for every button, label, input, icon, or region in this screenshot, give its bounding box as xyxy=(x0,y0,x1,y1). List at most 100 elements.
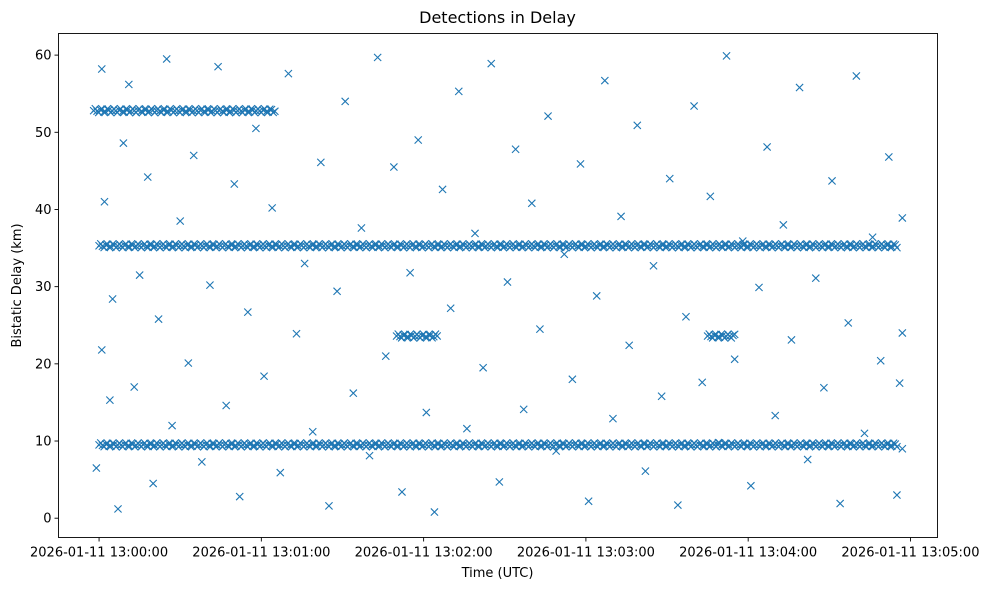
data-point xyxy=(535,325,544,334)
data-point xyxy=(636,441,644,450)
data-point xyxy=(245,240,254,249)
data-point xyxy=(568,375,577,384)
data-point xyxy=(828,176,837,185)
y-tick-label: 30 xyxy=(35,280,52,295)
data-point xyxy=(636,242,644,251)
data-point xyxy=(240,105,249,114)
data-point xyxy=(162,54,171,63)
data-point xyxy=(801,240,810,249)
data-point xyxy=(730,355,739,364)
data-point xyxy=(124,80,133,89)
data-point xyxy=(108,295,117,303)
data-point xyxy=(96,105,105,114)
data-point xyxy=(884,153,893,161)
data-point xyxy=(184,359,193,368)
data-point xyxy=(389,439,398,448)
plot-frame xyxy=(58,33,938,538)
data-point xyxy=(608,414,617,423)
data-point xyxy=(430,508,439,517)
data-point xyxy=(633,121,642,130)
data-point xyxy=(495,477,504,486)
data-point xyxy=(576,159,585,168)
data-point xyxy=(101,240,110,249)
data-point xyxy=(868,233,877,242)
data-point xyxy=(779,220,788,229)
data-point xyxy=(898,328,907,337)
x-axis: 2026-01-11 13:00:00 2026-01-11 13:01:00 20… xyxy=(30,537,979,561)
data-point xyxy=(511,145,520,154)
data-point xyxy=(554,242,563,251)
data-point xyxy=(803,455,812,464)
data-point xyxy=(876,356,885,365)
data-point xyxy=(197,457,206,466)
data-point xyxy=(373,53,382,62)
data-point xyxy=(882,240,891,249)
data-point xyxy=(105,396,114,405)
y-tick-label: 40 xyxy=(35,203,52,218)
data-point xyxy=(487,59,496,68)
data-point xyxy=(657,392,666,401)
data-point xyxy=(771,411,780,420)
data-point xyxy=(268,203,277,212)
data-point xyxy=(389,240,398,249)
data-point xyxy=(755,283,763,292)
data-point xyxy=(811,274,820,283)
data-points xyxy=(89,51,907,517)
data-point xyxy=(97,65,106,73)
data-point xyxy=(681,312,690,321)
data-point xyxy=(641,467,650,476)
data-point xyxy=(349,389,358,398)
data-point xyxy=(739,240,748,249)
data-point xyxy=(135,271,144,280)
data-point xyxy=(451,240,460,249)
data-point xyxy=(738,237,747,246)
data-point xyxy=(673,501,682,510)
data-point xyxy=(649,261,658,270)
data-point xyxy=(492,441,501,450)
data-point xyxy=(101,439,110,448)
data-point xyxy=(243,308,252,317)
data-point xyxy=(422,408,431,417)
data-point xyxy=(270,107,279,116)
data-point xyxy=(433,331,442,340)
data-point xyxy=(300,259,309,268)
data-point xyxy=(852,71,861,80)
data-point xyxy=(235,492,244,501)
data-point xyxy=(584,497,593,506)
data-point xyxy=(895,379,904,388)
data-point xyxy=(214,62,223,71)
data-point xyxy=(348,441,357,450)
data-point xyxy=(592,291,601,300)
data-point xyxy=(625,341,634,350)
data-point xyxy=(365,451,374,460)
data-point xyxy=(552,447,561,456)
data-point xyxy=(600,76,609,85)
y-tick-label: 10 xyxy=(35,435,52,450)
data-point xyxy=(267,242,276,251)
data-point xyxy=(164,240,173,249)
data-point xyxy=(746,481,755,490)
data-point xyxy=(462,424,471,433)
data-point xyxy=(168,421,177,430)
data-point xyxy=(446,304,455,313)
data-point xyxy=(842,441,851,450)
data-point xyxy=(389,163,398,172)
y-axis: 0 10 20 30 40 50 60 xyxy=(35,49,59,527)
data-point xyxy=(204,441,213,450)
data-point xyxy=(739,439,748,448)
data-point xyxy=(617,212,626,221)
data-point xyxy=(595,240,604,249)
data-point xyxy=(324,501,333,510)
x-tick-label: 2026-01-11 13:05:00 xyxy=(841,546,979,561)
data-point xyxy=(479,363,488,372)
data-point xyxy=(308,240,317,249)
y-axis-label: Bistatic Delay (km) xyxy=(10,223,25,347)
data-point xyxy=(230,180,239,188)
data-point xyxy=(119,139,128,148)
data-point xyxy=(397,487,406,496)
data-point xyxy=(308,439,317,448)
data-point xyxy=(844,318,853,327)
data-point xyxy=(665,174,674,183)
